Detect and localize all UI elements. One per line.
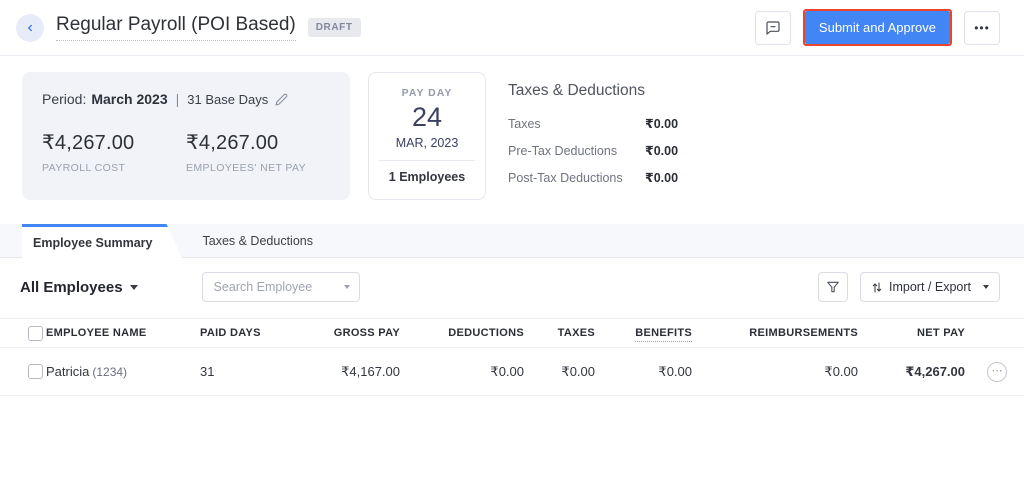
more-options-button[interactable]: ••• (964, 10, 1000, 45)
employee-id: (1234) (92, 365, 128, 379)
payday-month-year: MAR, 2023 (395, 136, 459, 150)
taxes-deductions-rows: Taxes ₹0.00 Pre-Tax Deductions ₹0.00 Pos… (508, 116, 679, 186)
benefits-cell: ₹0.00 (658, 363, 692, 379)
employees-net-pay-label: EMPLOYEES' NET PAY (186, 162, 307, 174)
employee-name: Patricia (46, 364, 90, 379)
chevron-down-icon (129, 284, 138, 290)
payday-card: PAY DAY 24 MAR, 2023 1 Employees (368, 72, 486, 200)
funnel-icon (827, 281, 839, 293)
topbar: Regular Payroll (POI Based) DRAFT Submit… (0, 0, 1024, 56)
employee-filter-dropdown[interactable]: All Employees (20, 279, 138, 296)
taxes-deductions-title: Taxes & Deductions (508, 82, 645, 99)
payroll-cost-label: PAYROLL COST (42, 162, 126, 174)
payroll-cost-amount: ₹4,267.00 (42, 132, 135, 154)
submit-and-approve-button[interactable]: Submit and Approve (804, 11, 950, 44)
taxes-label: Taxes (508, 116, 541, 131)
tab-taxes-deductions-label: Taxes & Deductions (202, 233, 313, 248)
post-tax-deductions-label: Post-Tax Deductions (508, 170, 623, 185)
table-header-row: EMPLOYEE NAME PAID DAYS GROSS PAY DEDUCT… (0, 318, 1024, 348)
taxes-cell: ₹0.00 (561, 363, 595, 379)
row-menu-button[interactable]: ⋯ (987, 361, 1007, 382)
search-employee-combobox[interactable] (201, 272, 360, 302)
chevron-down-icon (983, 285, 989, 289)
comment-button[interactable] (754, 10, 791, 45)
col-taxes: TAXES (557, 327, 595, 339)
col-benefits: BENEFITS (595, 327, 692, 342)
col-net-pay: NET PAY (917, 327, 965, 339)
tab-bar: Employee Summary Taxes & Deductions (0, 224, 1024, 258)
taxes-value: ₹0.00 (645, 117, 679, 131)
import-export-arrows-icon (872, 282, 882, 292)
status-badge: DRAFT (307, 18, 361, 37)
period-label: Period: (42, 91, 87, 107)
filter-button[interactable] (818, 272, 849, 302)
col-deductions: DEDUCTIONS (448, 327, 524, 339)
tab-employee-summary-label: Employee Summary (33, 236, 153, 250)
post-tax-deductions-row: Post-Tax Deductions ₹0.00 (508, 170, 679, 186)
post-tax-deductions-value: ₹0.00 (645, 171, 679, 185)
back-button[interactable] (16, 13, 44, 42)
import-export-label: Import / Export (889, 280, 971, 294)
toolbar-right: Import / Export (818, 272, 1000, 302)
employees-net-pay-amount: ₹4,267.00 (186, 132, 279, 154)
pencil-icon (275, 93, 288, 105)
payday-day: 24 (411, 102, 443, 132)
paid-days-cell: 31 (200, 364, 215, 379)
col-employee-name: EMPLOYEE NAME (46, 327, 147, 339)
net-pay-cell: ₹4,267.00 (905, 363, 965, 379)
page-title: Regular Payroll (POI Based) (56, 14, 296, 41)
base-days: 31 Base Days (187, 91, 269, 107)
col-reimbursements: REIMBURSEMENTS (749, 327, 858, 339)
import-export-button[interactable]: Import / Export (860, 272, 1000, 302)
pre-tax-deductions-label: Pre-Tax Deductions (508, 143, 618, 158)
period-separator: | (175, 91, 180, 107)
chevron-down-icon (343, 285, 350, 289)
comment-icon (766, 20, 780, 35)
payday-employee-count: 1 Employees (388, 170, 466, 184)
employees-net-pay-block: ₹4,267.00 EMPLOYEES' NET PAY (186, 130, 330, 174)
tab-taxes-deductions[interactable]: Taxes & Deductions (183, 224, 333, 257)
table-row[interactable]: Patricia (1234) 31 ₹4,167.00 ₹0.00 ₹0.00 … (0, 348, 1024, 396)
table-toolbar: All Employees Import / Export (0, 258, 1024, 312)
deductions-cell: ₹0.00 (490, 363, 524, 379)
period-value: March 2023 (91, 91, 168, 107)
period-amounts: ₹4,267.00 PAYROLL COST ₹4,267.00 EMPLOYE… (42, 130, 330, 174)
pre-tax-deductions-value: ₹0.00 (645, 144, 679, 158)
edit-period-button[interactable] (275, 93, 288, 106)
row-checkbox[interactable] (28, 364, 43, 379)
summary-section: Period: March 2023 | 31 Base Days ₹4,267… (0, 56, 1024, 200)
taxes-deductions-panel: Taxes & Deductions Taxes ₹0.00 Pre-Tax D… (508, 72, 678, 197)
payday-divider (379, 160, 475, 161)
pre-tax-deductions-row: Pre-Tax Deductions ₹0.00 (508, 143, 679, 159)
employee-filter-label: All Employees (20, 278, 123, 296)
tab-employee-summary[interactable]: Employee Summary (22, 224, 183, 259)
search-employee-input[interactable] (211, 279, 338, 295)
chevron-left-icon (28, 24, 32, 31)
reimbursements-cell: ₹0.00 (824, 363, 858, 379)
payday-label: PAY DAY (401, 87, 453, 99)
employee-name-cell: Patricia (1234) (46, 364, 200, 379)
select-all-checkbox[interactable] (28, 325, 43, 341)
taxes-row: Taxes ₹0.00 (508, 116, 679, 132)
submit-button-highlight: Submit and Approve (802, 9, 952, 46)
col-paid-days: PAID DAYS (200, 327, 261, 339)
col-gross-pay: GROSS PAY (333, 327, 400, 339)
payroll-cost-block: ₹4,267.00 PAYROLL COST (42, 130, 186, 174)
period-card: Period: March 2023 | 31 Base Days ₹4,267… (22, 72, 350, 200)
employee-summary-table: EMPLOYEE NAME PAID DAYS GROSS PAY DEDUCT… (0, 318, 1024, 396)
gross-pay-cell: ₹4,167.00 (341, 363, 400, 379)
period-line: Period: March 2023 | 31 Base Days (42, 91, 330, 107)
topbar-actions: Submit and Approve ••• (754, 9, 1000, 46)
payroll-run-page: Regular Payroll (POI Based) DRAFT Submit… (0, 0, 1024, 396)
